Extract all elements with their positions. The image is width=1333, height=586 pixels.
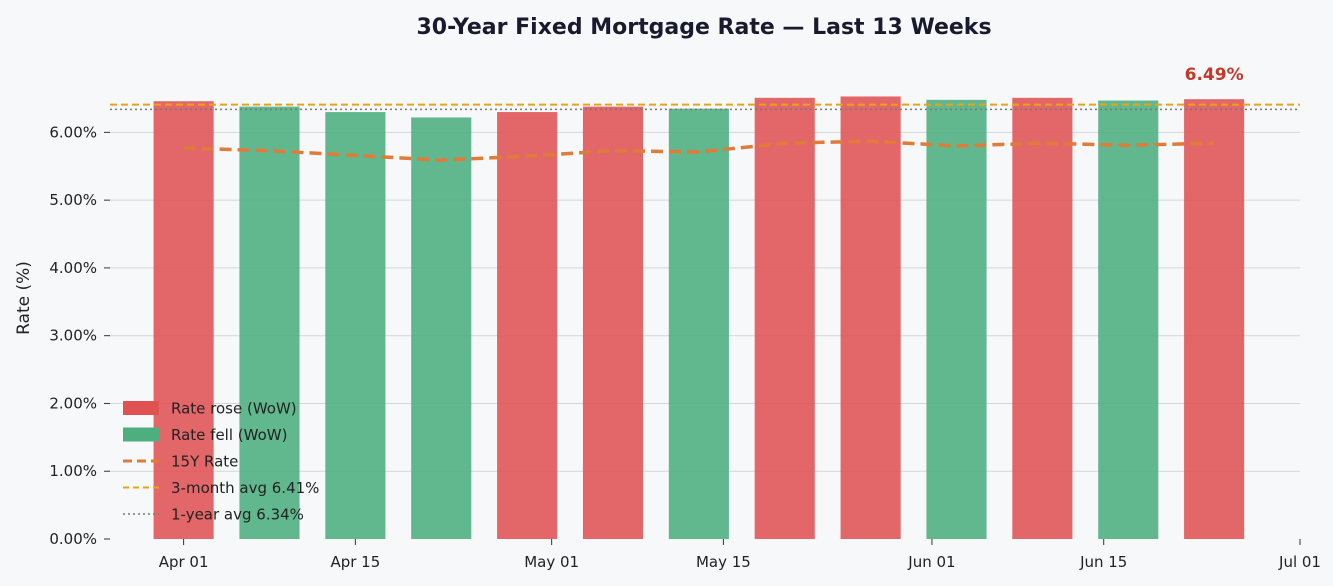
15y-rate-line [183, 139, 1215, 162]
x-tick-label: Jun 01 [907, 553, 955, 571]
x-tick-label: May 01 [524, 553, 579, 571]
rate-bar [582, 106, 644, 539]
legend-label: 3-month avg 6.41% [171, 479, 319, 497]
rate-bar [668, 108, 729, 540]
bars [153, 96, 1245, 540]
y-tick-label: 1.00% [49, 462, 97, 480]
x-tick-label: Jun 15 [1079, 553, 1127, 571]
legend-label: Rate fell (WoW) [171, 426, 287, 444]
rate-bar [840, 96, 901, 539]
y-tick-label: 5.00% [49, 191, 97, 209]
rate-bar [411, 117, 472, 540]
rate-bar [153, 101, 214, 540]
axes: 0.00% 1.00% 2.00% 3.00% 4.00% 5.00% 6.00% Apr 0… [49, 123, 1321, 571]
legend-label: 1-year avg 6.34% [171, 506, 304, 524]
x-tick-label: Jul 01 [1278, 553, 1321, 571]
y-tick-label: 4.00% [49, 259, 97, 277]
y-tick-label: 0.00% [49, 530, 97, 548]
legend-label: 15Y Rate [171, 453, 238, 471]
legend-label: Rate rose (WoW) [171, 400, 297, 418]
x-tick-label: Apr 15 [330, 553, 380, 571]
rate-bar [1098, 100, 1159, 540]
latest-rate-annotation: 6.49% [1185, 65, 1244, 85]
y-tick-label: 2.00% [49, 394, 97, 412]
rate-bar [926, 99, 987, 539]
x-tick-label: May 15 [696, 553, 751, 571]
rate-bar [1184, 99, 1245, 539]
y-axis-label: Rate (%) [14, 261, 34, 335]
rate-bar [754, 97, 815, 540]
legend-swatch-rose [123, 401, 159, 415]
rate-bar [239, 106, 300, 539]
x-tick-label: Apr 01 [159, 553, 209, 571]
rate-bar [497, 112, 558, 540]
chart-title: 30-Year Fixed Mortgage Rate — Last 13 We… [416, 15, 991, 40]
rate-bar [1012, 97, 1073, 540]
lines [110, 103, 1300, 162]
y-tick-label: 3.00% [49, 327, 97, 345]
legend: Rate rose (WoW) Rate fell (WoW) 15Y Rate 3-… [123, 400, 319, 524]
legend-swatch-fell [123, 427, 159, 442]
y-tick-label: 6.00% [49, 123, 97, 141]
rate-bar [325, 112, 386, 540]
